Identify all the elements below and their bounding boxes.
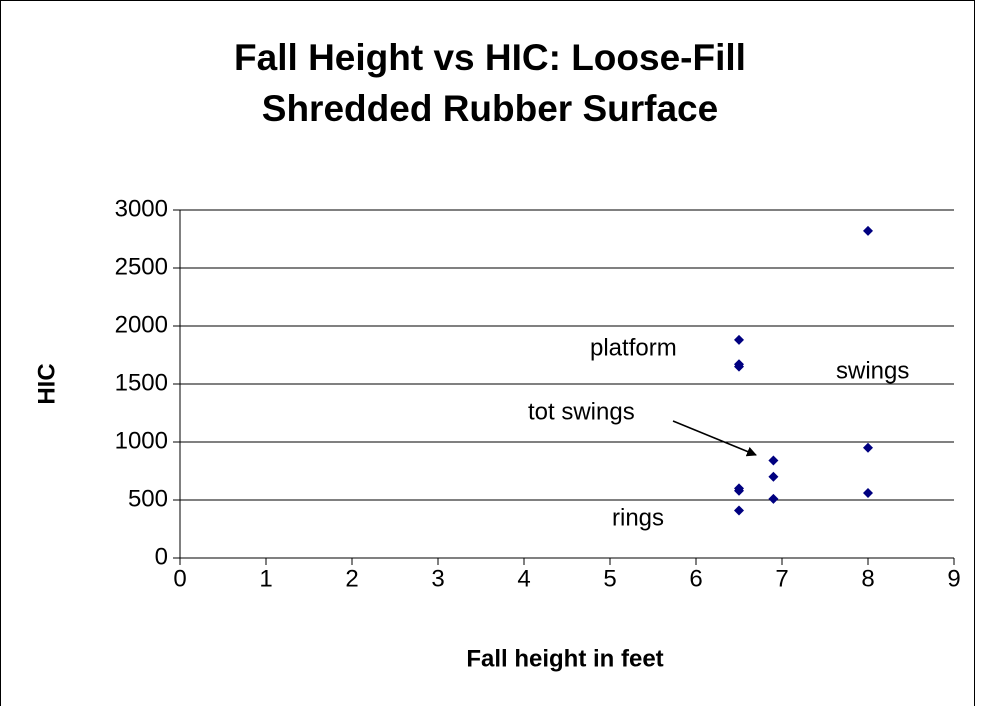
annotation-arrow	[672, 420, 757, 457]
x-tick-label: 1	[259, 565, 272, 592]
annotation: platform	[590, 334, 677, 361]
y-tick-label: 2000	[115, 311, 168, 338]
data-point	[768, 493, 779, 504]
x-tick-label: 5	[603, 565, 616, 592]
y-tick-label: 1500	[115, 369, 168, 396]
x-tick-label: 0	[173, 565, 186, 592]
data-point	[863, 225, 873, 236]
x-tick-label: 7	[775, 565, 788, 592]
y-tick-label: 1000	[115, 427, 168, 454]
data-point	[734, 505, 744, 516]
data-point	[734, 485, 744, 496]
x-tick-label: 4	[517, 565, 530, 592]
annotation: swings	[836, 357, 909, 384]
x-tick-label: 2	[345, 565, 358, 592]
y-tick-label: 0	[155, 543, 168, 570]
data-point	[734, 334, 744, 345]
data-point	[768, 455, 779, 466]
x-tick-label: 6	[689, 565, 702, 592]
x-axis-label: Fall height in feet	[466, 645, 663, 672]
y-tick-label: 2500	[115, 253, 168, 280]
annotation: rings	[612, 504, 664, 531]
data-point	[734, 361, 744, 372]
y-tick-label: 3000	[115, 195, 168, 222]
x-tick-label: 9	[947, 565, 960, 592]
chart-title: Fall Height vs HIC: Loose-Fill	[234, 37, 746, 78]
data-point	[863, 442, 873, 453]
y-tick-label: 500	[128, 485, 168, 512]
y-axis-label: HIC	[33, 363, 60, 404]
annotation: tot swings	[528, 398, 635, 425]
x-tick-label: 8	[861, 565, 874, 592]
data-point	[768, 471, 779, 482]
data-point	[863, 488, 873, 499]
chart-title: Shredded Rubber Surface	[262, 88, 718, 129]
x-tick-label: 3	[431, 565, 444, 592]
